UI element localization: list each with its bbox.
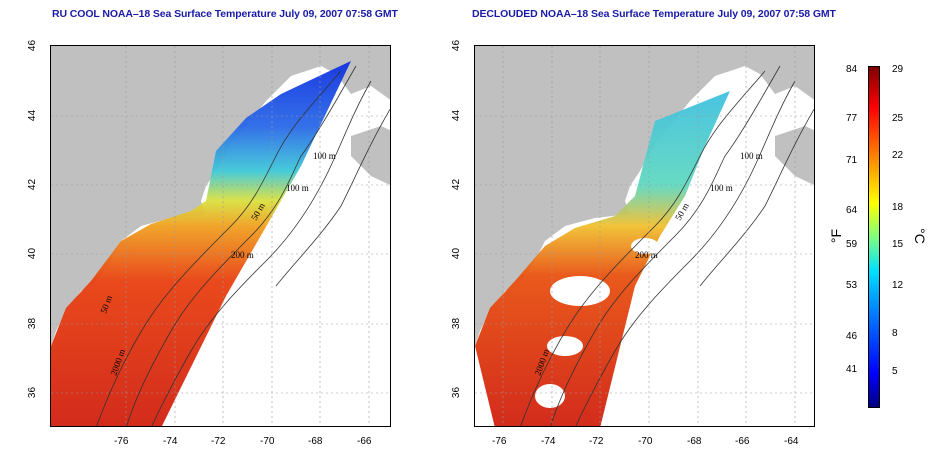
- colorbar-c-label: 5: [892, 366, 898, 377]
- left-sst-map: 100 m 100 m 50 m 200 m 50 m 2000 m: [50, 45, 391, 427]
- contour-label: 100 m: [313, 151, 336, 161]
- right-map-title: DECLOUDED NOAA–18 Sea Surface Temperatur…: [472, 8, 836, 20]
- lat-tick-label: 38: [451, 317, 463, 330]
- lat-tick-label: 46: [451, 39, 463, 52]
- lat-tick-label: 42: [451, 178, 463, 191]
- lon-tick-label: -66: [735, 436, 750, 447]
- lat-tick-label: 44: [27, 109, 39, 122]
- lon-tick-label: -70: [260, 436, 275, 447]
- colorbar-c-label: 15: [892, 239, 904, 250]
- colorbar-c-label: 12: [892, 280, 904, 291]
- colorbar-f-label: 77: [846, 113, 858, 124]
- lon-tick-label: -74: [541, 436, 556, 447]
- land-mass: [475, 46, 814, 346]
- fahrenheit-unit: °F: [828, 228, 845, 244]
- colorbar-f-label: 64: [846, 205, 858, 216]
- lon-tick-label: -76: [492, 436, 507, 447]
- lon-tick-label: -76: [114, 436, 129, 447]
- lon-tick-label: -66: [357, 436, 372, 447]
- contour-label: 100 m: [286, 183, 309, 193]
- land-mass: [51, 46, 390, 346]
- contour-label: 100 m: [740, 151, 763, 161]
- lat-tick-label: 36: [27, 386, 39, 399]
- lon-tick-label: -70: [638, 436, 653, 447]
- colorbar-c-label: 18: [892, 202, 904, 213]
- contour-label: 100 m: [710, 183, 733, 193]
- contour-label: 200 m: [231, 250, 254, 260]
- contour-label: 200 m: [635, 250, 658, 260]
- lat-tick-label: 42: [27, 178, 39, 191]
- lon-tick-label: -68: [687, 436, 702, 447]
- lon-tick-label: -72: [589, 436, 604, 447]
- sst-swath: [475, 91, 730, 426]
- celsius-unit: °C: [911, 228, 928, 244]
- colorbar-c-label: 22: [892, 150, 904, 161]
- lat-tick-label: 44: [451, 109, 463, 122]
- left-map-title: RU COOL NOAA–18 Sea Surface Temperature …: [52, 8, 398, 20]
- lon-tick-label: -74: [163, 436, 178, 447]
- lon-tick-label: -68: [308, 436, 323, 447]
- right-map-graphic: 100 m 100 m 50 m 200 m 2000 m: [475, 46, 814, 426]
- colorbar-c-label: 25: [892, 113, 904, 124]
- lon-tick-label: -64: [784, 436, 799, 447]
- temperature-colorbar: [868, 66, 880, 408]
- lon-tick-label: -72: [211, 436, 226, 447]
- left-map-graphic: 100 m 100 m 50 m 200 m 50 m 2000 m: [51, 46, 390, 426]
- colorbar-c-label: 8: [892, 328, 898, 339]
- sst-swath: [51, 61, 351, 426]
- colorbar-f-label: 84: [846, 64, 858, 75]
- colorbar-f-label: 59: [846, 239, 858, 250]
- lat-tick-label: 38: [27, 317, 39, 330]
- colorbar-f-label: 53: [846, 280, 858, 291]
- colorbar-f-label: 46: [846, 331, 858, 342]
- colorbar-c-label: 29: [892, 64, 904, 75]
- colorbar-f-label: 71: [846, 155, 858, 166]
- lat-tick-label: 40: [451, 247, 463, 260]
- lat-tick-label: 46: [27, 39, 39, 52]
- lat-tick-label: 40: [27, 247, 39, 260]
- right-sst-map: 100 m 100 m 50 m 200 m 2000 m: [474, 45, 815, 427]
- colorbar-f-label: 41: [846, 364, 858, 375]
- lat-tick-label: 36: [451, 386, 463, 399]
